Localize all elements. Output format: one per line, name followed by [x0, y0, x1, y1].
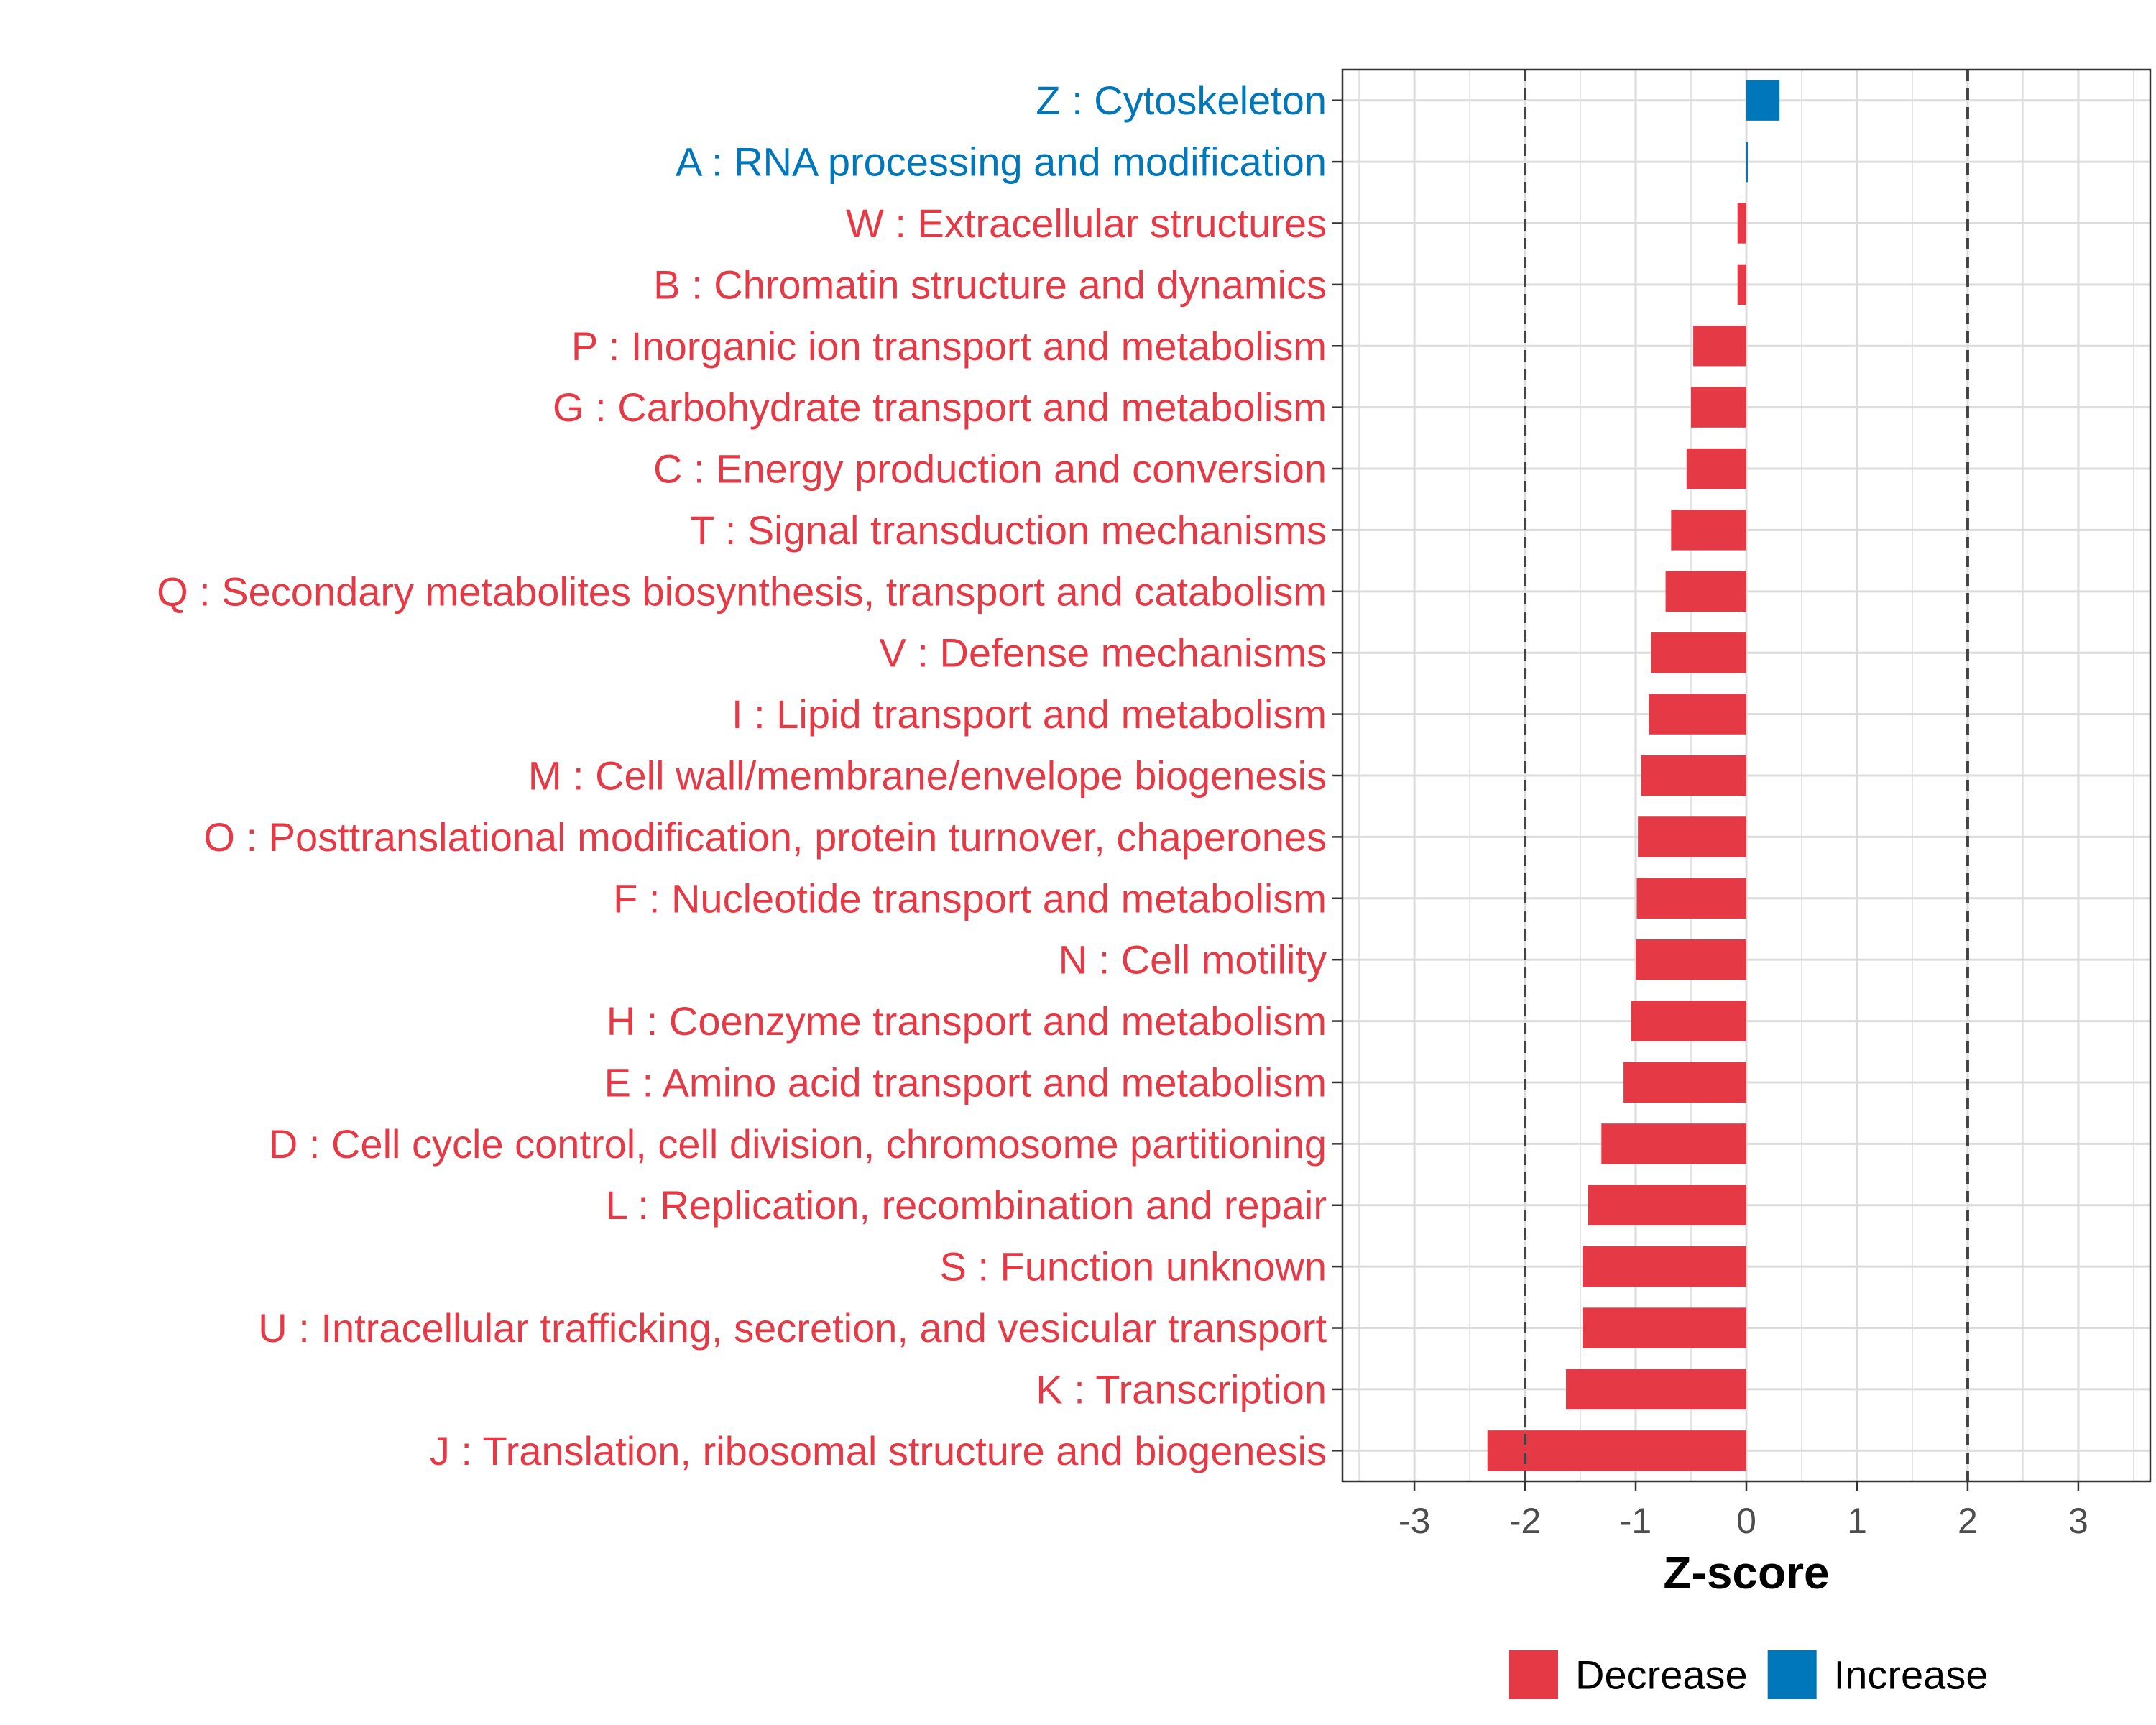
category-label: J : Translation, ribosomal structure and… — [430, 1428, 1327, 1473]
category-label: A : RNA processing and modification — [676, 139, 1327, 185]
bar-decrease — [1693, 326, 1746, 367]
threshold-lines — [1524, 70, 1969, 1481]
legend-swatch — [1509, 1650, 1558, 1699]
category-label: V : Defense mechanisms — [880, 630, 1327, 676]
bar-decrease — [1583, 1307, 1746, 1348]
category-label: C : Energy production and conversion — [653, 446, 1327, 492]
x-tick-label: 0 — [1736, 1501, 1756, 1541]
category-label: L : Replication, recombination and repai… — [606, 1182, 1327, 1228]
category-label: F : Nucleotide transport and metabolism — [613, 875, 1327, 921]
bar-decrease — [1665, 571, 1746, 612]
category-label: M : Cell wall/membrane/envelope biogenes… — [528, 753, 1327, 799]
bar-decrease — [1671, 510, 1746, 551]
bar-decrease — [1588, 1184, 1746, 1225]
bar-decrease — [1649, 694, 1746, 735]
bar-decrease — [1641, 755, 1746, 796]
category-label: S : Function unknown — [939, 1244, 1327, 1289]
x-tick-label: -2 — [1509, 1501, 1541, 1541]
bar-decrease — [1737, 264, 1746, 305]
bar-decrease — [1636, 878, 1746, 919]
bar-decrease — [1651, 632, 1746, 673]
bar-decrease — [1686, 448, 1746, 489]
x-tick-label: -1 — [1620, 1501, 1651, 1541]
category-label: G : Carbohydrate transport and metabolis… — [553, 385, 1327, 430]
bar-increase — [1746, 80, 1780, 121]
category-label: B : Chromatin structure and dynamics — [653, 262, 1327, 307]
bar-decrease — [1601, 1123, 1746, 1164]
bar-decrease — [1623, 1062, 1746, 1103]
bar-increase — [1746, 141, 1748, 183]
category-label: K : Transcription — [1036, 1366, 1327, 1412]
x-axis: -3 -2 -1 0 1 2 3 — [1399, 1481, 2088, 1541]
category-label: I : Lipid transport and metabolism — [732, 691, 1327, 737]
bar-decrease — [1691, 387, 1746, 428]
category-label: U : Intracellular trafficking, secretion… — [258, 1305, 1327, 1351]
x-axis-title: Z-score — [1663, 1547, 1829, 1598]
bar-decrease — [1636, 939, 1746, 980]
bar-decrease — [1583, 1246, 1746, 1287]
category-label: O : Posttranslational modification, prot… — [203, 814, 1327, 860]
category-label: T : Signal transduction mechanisms — [690, 507, 1327, 553]
bars — [1487, 80, 1780, 1471]
bar-decrease — [1487, 1430, 1746, 1471]
category-label: W : Extracellular structures — [846, 201, 1327, 246]
category-label: E : Amino acid transport and metabolism — [604, 1059, 1327, 1105]
category-label: D : Cell cycle control, cell division, c… — [269, 1121, 1327, 1167]
y-axis: Z : Cytoskeleton A : RNA processing and m… — [157, 78, 1342, 1473]
legend: Decrease Increase — [1509, 1650, 1988, 1699]
category-label: H : Coenzyme transport and metabolism — [607, 998, 1327, 1044]
category-label: Q : Secondary metabolites biosynthesis, … — [157, 569, 1327, 614]
bar-decrease — [1638, 816, 1746, 857]
bar-decrease — [1631, 1000, 1746, 1041]
legend-swatch — [1767, 1650, 1817, 1699]
x-tick-label: 2 — [1958, 1501, 1978, 1541]
legend-label: Decrease — [1575, 1652, 1748, 1698]
x-tick-label: -3 — [1399, 1501, 1430, 1541]
category-label: N : Cell motility — [1059, 937, 1327, 983]
category-label: P : Inorganic ion transport and metaboli… — [571, 323, 1327, 369]
category-label: Z : Cytoskeleton — [1036, 78, 1327, 123]
x-tick-label: 3 — [2068, 1501, 2088, 1541]
x-tick-label: 1 — [1847, 1501, 1867, 1541]
bar-decrease — [1566, 1368, 1746, 1410]
bar-decrease — [1737, 203, 1746, 244]
legend-label: Increase — [1834, 1652, 1989, 1698]
